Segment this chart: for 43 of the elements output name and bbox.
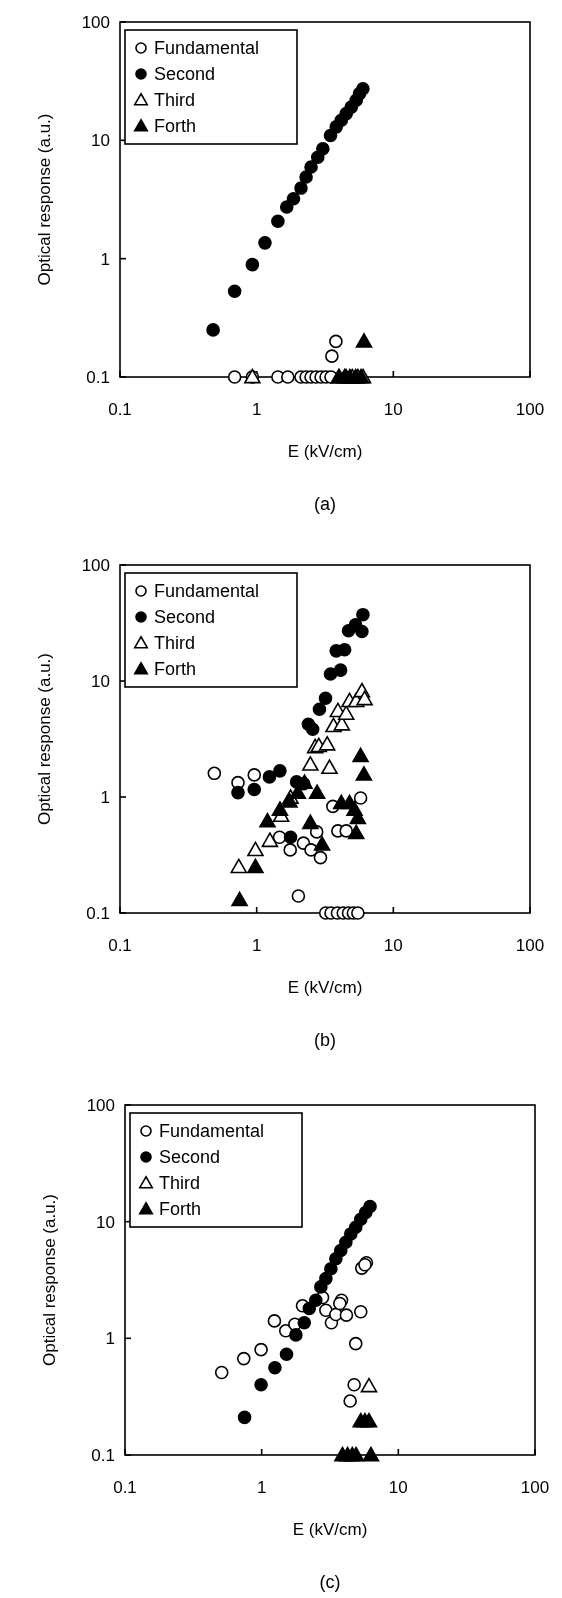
- y-tick-label: 0.1: [86, 368, 110, 387]
- legend-label: Second: [154, 64, 216, 84]
- y-tick-label: 10: [91, 131, 110, 151]
- x-axis-title: E (kV/cm): [287, 978, 363, 997]
- y-tick-label: 10: [96, 1212, 115, 1232]
- y-axis-title: Optical response (a.u.): [35, 113, 54, 286]
- x-tick-label: 10: [383, 400, 403, 419]
- text: (c): [319, 1572, 341, 1592]
- x-tick-label: 100: [515, 936, 545, 955]
- y-tick-label: 100: [81, 556, 110, 575]
- legend-label: Fundamental: [154, 38, 260, 58]
- legend-label: Forth: [154, 116, 197, 136]
- legend-label: Fundamental: [154, 581, 260, 601]
- x-tick-label: 10: [383, 936, 403, 955]
- y-tick-label: 10: [91, 672, 110, 691]
- x-tick-label: 1: [251, 400, 262, 419]
- x-tick-label: 10: [388, 1478, 408, 1497]
- legend-label: Forth: [159, 1199, 202, 1219]
- legend-label: Third: [159, 1173, 201, 1193]
- legend-label: Third: [154, 633, 196, 653]
- y-tick-label: 0.1: [86, 904, 110, 923]
- y-tick-label: 1: [105, 1329, 115, 1349]
- y-tick-label: 1: [100, 788, 110, 807]
- x-tick-label: 1: [251, 936, 262, 955]
- y-axis-title: Optical response (a.u.): [35, 653, 54, 825]
- x-tick-label: 100: [515, 400, 545, 419]
- y-axis-title: Optical response (a.u.): [40, 1194, 59, 1366]
- legend-label: Third: [154, 90, 196, 110]
- legend-label: Second: [154, 607, 216, 627]
- x-axis-title: E (kV/cm): [287, 442, 363, 461]
- x-tick-label: 1: [256, 1478, 267, 1497]
- legend-label: Second: [159, 1147, 221, 1167]
- y-tick-label: 100: [86, 1096, 115, 1115]
- text: (a): [314, 494, 336, 514]
- legend-label: Forth: [154, 659, 197, 679]
- y-tick-label: 0.1: [91, 1446, 115, 1465]
- x-tick-label: 0.1: [113, 1478, 137, 1497]
- x-axis-title: E (kV/cm): [292, 1520, 368, 1539]
- y-tick-label: 1: [100, 249, 110, 269]
- text: (b): [314, 1030, 336, 1050]
- x-tick-label: 100: [520, 1478, 550, 1497]
- legend-label: Fundamental: [159, 1121, 265, 1141]
- y-tick-label: 100: [81, 13, 110, 32]
